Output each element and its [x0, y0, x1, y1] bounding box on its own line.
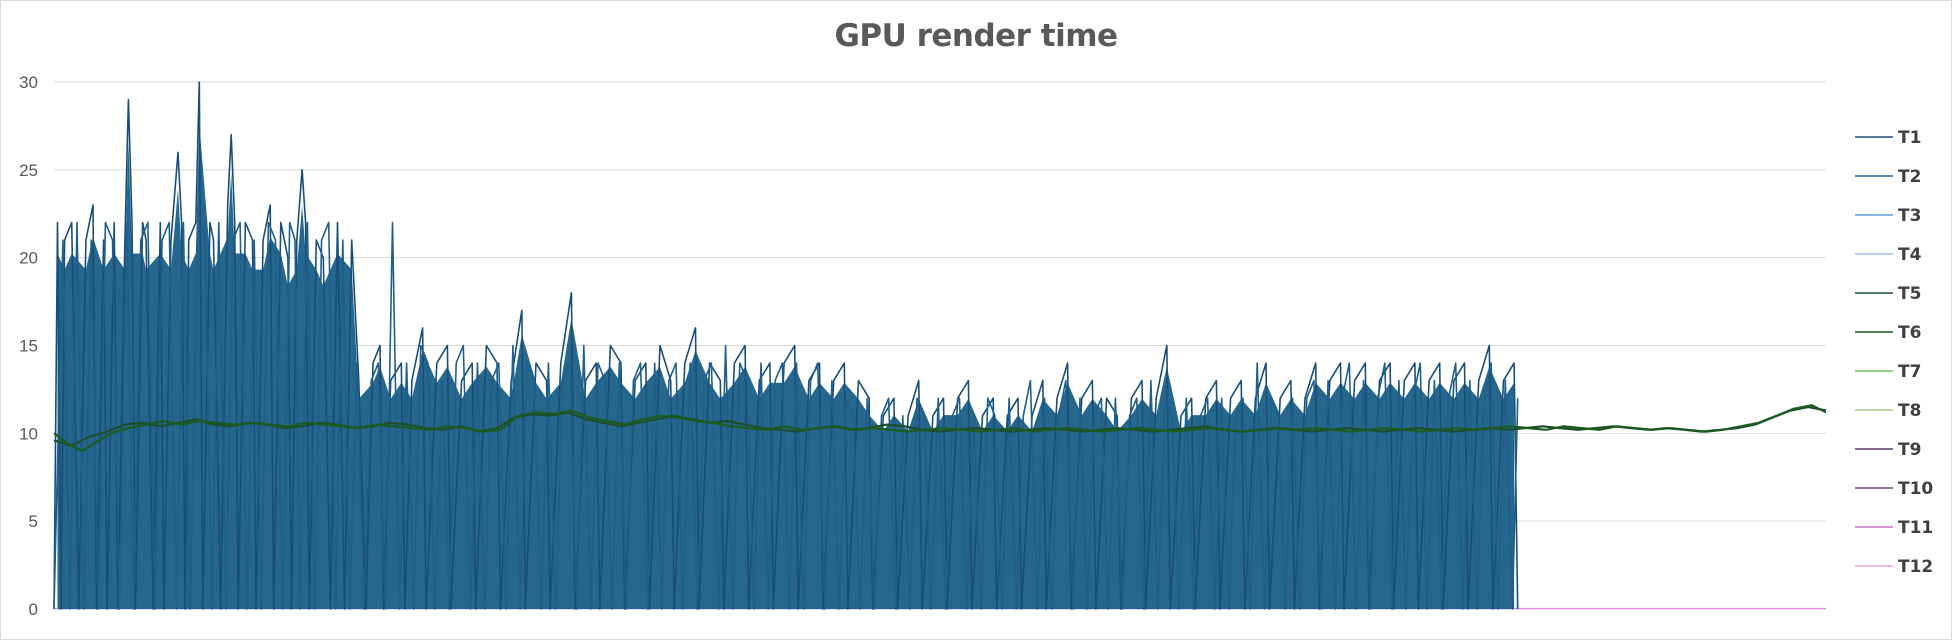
y-tick-label: 5: [29, 512, 38, 531]
legend-label-t9: T9: [1898, 440, 1921, 460]
y-tick-label: 25: [19, 161, 38, 180]
y-tick-label: 15: [19, 337, 38, 356]
legend-label-t1: T1: [1898, 128, 1921, 148]
y-tick-label: 0: [29, 600, 38, 619]
series-lines: [53, 81, 1827, 610]
legend-label-t11: T11: [1898, 518, 1933, 538]
legend-label-t5: T5: [1898, 284, 1921, 304]
legend-label-t12: T12: [1898, 557, 1933, 577]
chart-title: GPU render time: [834, 18, 1118, 54]
y-tick-label: 30: [19, 73, 38, 92]
legend-label-t6: T6: [1898, 323, 1921, 343]
legend-label-t4: T4: [1898, 245, 1922, 265]
legend-label-t10: T10: [1898, 479, 1933, 499]
series-area-t1: [57, 124, 1515, 609]
y-tick-label: 20: [19, 249, 38, 268]
series-line-t1: [53, 81, 1519, 610]
legend: T1 T2 T3 T4 T5 T6 T7 T8 T9 T10 T11 T12: [1855, 128, 1933, 577]
legend-label-t7: T7: [1898, 362, 1921, 382]
y-axis: 0 5 10 15 20 25 30: [19, 73, 38, 619]
legend-label-t8: T8: [1898, 401, 1921, 421]
y-tick-label: 10: [19, 424, 38, 443]
legend-label-t2: T2: [1898, 167, 1921, 187]
series-line-t6: [53, 404, 1827, 452]
spike-area: [57, 124, 1515, 609]
legend-label-t3: T3: [1898, 206, 1921, 226]
